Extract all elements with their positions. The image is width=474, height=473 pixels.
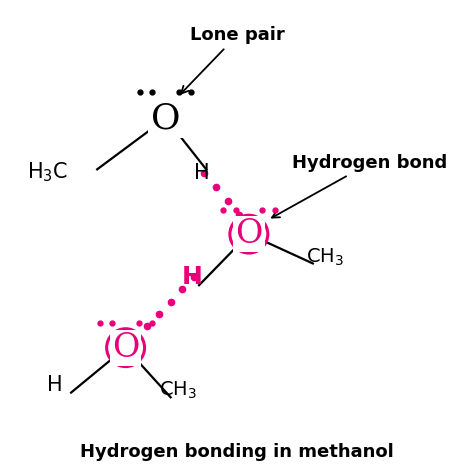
Text: CH$_3$: CH$_3$	[159, 379, 197, 401]
Text: O: O	[112, 332, 139, 364]
Text: CH$_3$: CH$_3$	[306, 247, 344, 269]
Text: H: H	[182, 265, 202, 289]
Text: Hydrogen bond: Hydrogen bond	[272, 154, 447, 218]
Text: H: H	[47, 376, 62, 395]
Text: H$_3$C: H$_3$C	[27, 161, 68, 184]
Text: Lone pair: Lone pair	[181, 26, 284, 94]
Text: Hydrogen bonding in methanol: Hydrogen bonding in methanol	[80, 443, 394, 461]
Text: O: O	[151, 101, 181, 135]
Text: H: H	[194, 163, 209, 183]
Text: O: O	[235, 218, 263, 250]
